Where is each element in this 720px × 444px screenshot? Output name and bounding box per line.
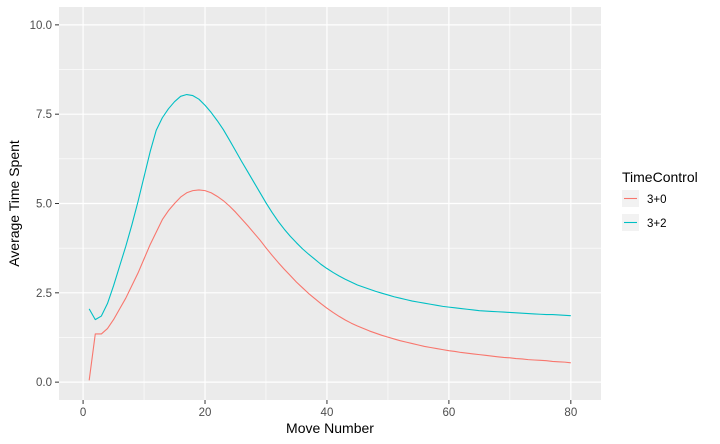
series-line-3+2	[88, 93, 571, 321]
legend: TimeControl 3+0 3+2	[622, 169, 698, 231]
legend-label: 3+0	[647, 194, 667, 206]
x-tick-label: 60	[442, 407, 455, 419]
x-tick-label: 0	[80, 407, 86, 419]
x-tick-label: 80	[564, 407, 577, 419]
legend-items: 3+0 3+2	[622, 190, 667, 231]
y-tick-label: 7.5	[36, 109, 52, 121]
y-tick-label: 2.5	[36, 288, 52, 300]
series-layer	[88, 93, 571, 381]
legend-label: 3+2	[647, 218, 667, 230]
legend-title: TimeControl	[622, 169, 698, 185]
x-axis: 0 20 40 60 80	[80, 400, 577, 419]
series-line-3+0	[88, 189, 571, 381]
y-axis-title: Average Time Spent	[6, 140, 22, 267]
x-tick-label: 40	[321, 407, 334, 419]
y-tick-label: 0.0	[36, 377, 52, 389]
y-tick-label: 10.0	[30, 20, 52, 32]
y-axis: 0.0 2.5 5.0 7.5 10.0	[30, 20, 59, 389]
major-gridlines	[59, 7, 601, 400]
x-tick-label: 20	[199, 407, 212, 419]
y-tick-label: 5.0	[36, 199, 52, 211]
x-axis-title: Move Number	[286, 420, 374, 436]
